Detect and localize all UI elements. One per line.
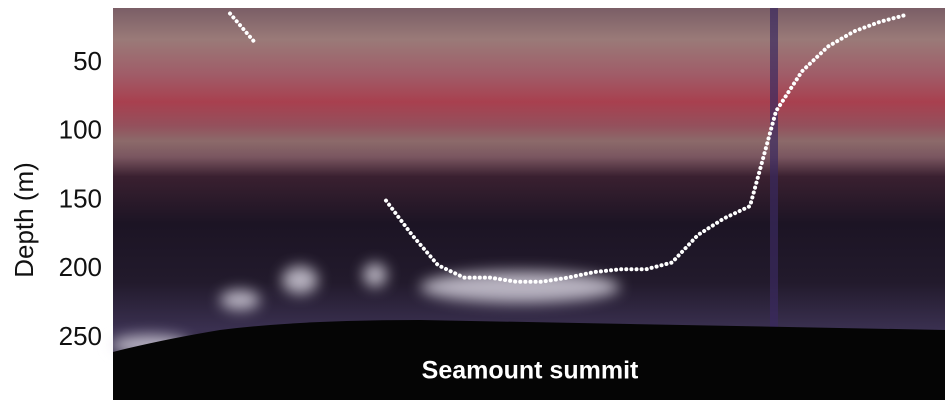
y-tick-label: 150 bbox=[59, 183, 102, 213]
y-tick-label: 100 bbox=[59, 115, 102, 145]
y-tick-label: 50 bbox=[73, 46, 102, 76]
track-line bbox=[228, 11, 908, 284]
echogram bbox=[110, 8, 945, 400]
y-axis-label: Depth (m) bbox=[9, 162, 39, 278]
y-tick-label: 200 bbox=[59, 252, 102, 282]
y-tick-label: 250 bbox=[59, 321, 102, 351]
echogram-stripe bbox=[770, 8, 778, 328]
annotation: Seamount summit bbox=[422, 357, 639, 385]
seamount bbox=[113, 320, 945, 400]
